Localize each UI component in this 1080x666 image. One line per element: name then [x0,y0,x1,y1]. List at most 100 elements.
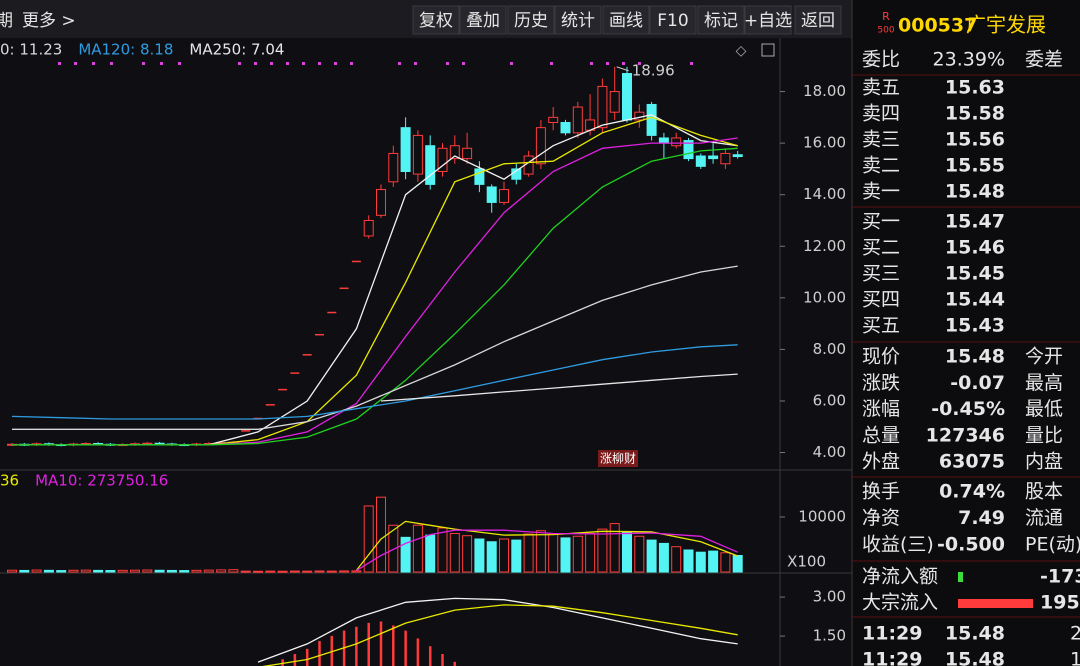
candle-body [597,85,608,129]
toolbar-button[interactable]: 叠加 [466,11,500,31]
toolbar-button[interactable]: 标记 [704,11,738,31]
toolbar-button[interactable]: 画线 [609,11,643,31]
button-bg[interactable] [602,5,650,35]
book-label: 买三 [862,263,900,285]
value: 23.39% [933,49,1005,71]
candle-body [376,189,386,216]
y-tick-label: 6.00 [813,391,846,409]
stat-label: 内盘 [1025,451,1063,473]
y-tick-label: 3.00 [813,588,846,606]
toolbar-button[interactable]: F10 [657,11,688,31]
book-label: 卖三 [862,129,900,151]
bar [363,505,374,573]
bar [535,530,546,573]
button-bg[interactable] [794,5,842,35]
stat-value: 63075 [939,451,1005,473]
book-price: 15.45 [945,263,1005,285]
bar [228,569,239,573]
book-label: 买二 [862,237,900,259]
badge: R [882,10,890,23]
legend-entry: MA10: 273750.16 [35,472,168,490]
candle-body [683,140,694,160]
toolbar-button[interactable]: 返回 [801,11,835,31]
candle-body [732,154,743,158]
candle-body [535,127,546,165]
candle-body [499,189,509,203]
marker-dot [74,62,77,65]
stat-value: -0.07 [950,372,1005,394]
bar [486,541,497,573]
button-bg[interactable] [412,5,460,35]
label: 委比 [862,49,900,71]
bar [93,569,104,573]
bar [400,536,411,573]
flow-bar [958,572,963,582]
bar [634,535,645,573]
candle-body [560,122,571,134]
bar [351,570,362,573]
bar [428,646,432,666]
bar [376,496,386,573]
bar [130,569,140,573]
book-price: 15.55 [945,155,1005,177]
button-bg[interactable] [554,5,602,35]
stat-label: 量比 [1025,424,1063,446]
book-price: 15.58 [945,103,1005,125]
marker-dot [446,62,449,65]
bar [474,538,485,573]
book-price: 15.44 [945,289,1005,311]
marker-dot [334,62,337,65]
flow-bar [958,599,1033,608]
button-bg[interactable] [459,5,507,35]
toolbar-button[interactable]: 复权 [419,11,453,31]
bar [31,569,42,573]
bar [305,648,309,666]
button-bg[interactable] [649,5,697,35]
bar [339,570,350,573]
candle-body [486,186,497,203]
window-icon[interactable] [761,43,775,57]
button-bg[interactable] [507,5,555,35]
bar [548,533,559,573]
stock-code: 000537 [898,15,977,37]
bar [425,534,436,573]
stat-value: -0.45% [931,398,1005,420]
trade-price: 15.48 [945,649,1005,666]
bar [240,570,251,573]
stat-value: -0.500 [937,534,1005,556]
y-tick-label: 12.00 [803,237,846,255]
y-tick-label: 1.50 [813,627,846,645]
marker-dot [550,62,553,65]
stat-label: 总量 [862,424,900,446]
marker-dot [254,62,257,65]
bar [253,570,263,573]
bar [379,621,383,666]
bar [117,569,128,573]
toolbar-text: 期 [0,11,13,31]
bar [441,654,444,666]
diamond-icon[interactable]: ◇ [736,43,747,59]
stock-name: 广宇发展 [966,13,1046,37]
candle-body [658,137,669,144]
legend-entry: 36 [0,472,19,490]
toolbar-button[interactable]: +自选 [744,11,792,31]
bar [293,654,297,666]
stat-label: 换手 [862,481,900,503]
candle-body [671,137,682,147]
more-button[interactable]: 更多 > [22,11,76,31]
stat-value: 15.48 [945,346,1005,368]
button-bg[interactable] [697,5,745,35]
marker-dot [462,62,465,65]
toolbar-button[interactable]: 历史 [514,11,548,31]
bar [462,535,473,573]
trade-volume: 1 [1070,649,1080,666]
y-tick-label: 14.00 [803,185,846,203]
legend-entry: MA250: 7.04 [189,41,284,59]
bar [318,641,321,666]
bar [166,569,177,573]
bar [265,570,276,573]
toolbar-button[interactable]: 统计 [561,11,595,31]
bar [56,570,67,573]
candle-body [548,116,559,124]
button-bg[interactable] [744,5,792,35]
